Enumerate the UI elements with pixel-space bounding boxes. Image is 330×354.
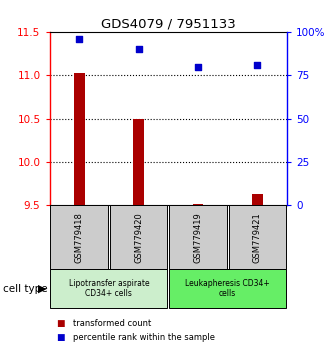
Text: Leukapheresis CD34+
cells: Leukapheresis CD34+ cells — [185, 279, 270, 298]
Text: cell type: cell type — [3, 284, 48, 293]
Point — [77, 36, 82, 42]
Text: ▶: ▶ — [38, 284, 47, 293]
Bar — [193, 204, 203, 205]
Text: ■: ■ — [56, 333, 65, 342]
Point — [136, 46, 141, 52]
Text: percentile rank within the sample: percentile rank within the sample — [73, 333, 214, 342]
Bar — [252, 194, 263, 205]
Bar — [74, 74, 84, 205]
Text: ■: ■ — [56, 319, 65, 329]
Text: transformed count: transformed count — [73, 319, 151, 329]
Text: GSM779418: GSM779418 — [75, 212, 84, 263]
Point — [255, 62, 260, 68]
Text: GSM779419: GSM779419 — [193, 212, 203, 263]
Text: Lipotransfer aspirate
CD34+ cells: Lipotransfer aspirate CD34+ cells — [69, 279, 149, 298]
Text: GSM779420: GSM779420 — [134, 212, 143, 263]
Point — [195, 64, 201, 69]
Text: GSM779421: GSM779421 — [253, 212, 262, 263]
Bar — [133, 119, 144, 205]
Title: GDS4079 / 7951133: GDS4079 / 7951133 — [101, 18, 236, 31]
